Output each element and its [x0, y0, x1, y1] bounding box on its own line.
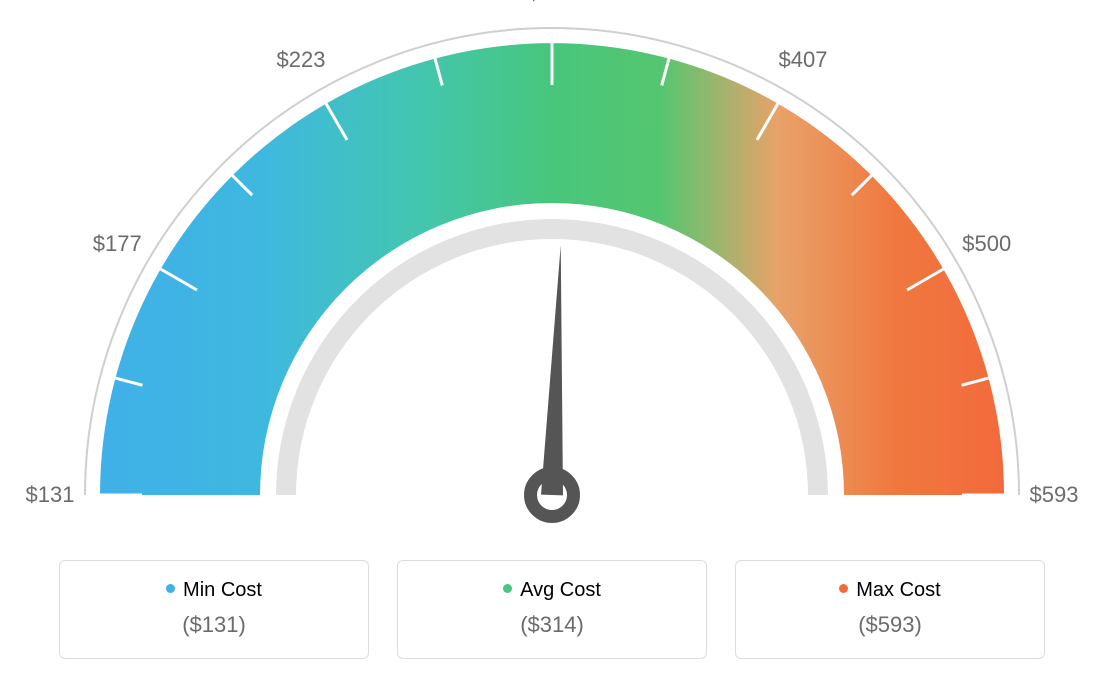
gauge-tick-label: $177 [93, 231, 142, 257]
legend-value-avg: ($314) [408, 612, 696, 638]
legend-value-max: ($593) [746, 612, 1034, 638]
legend-row: Min Cost ($131) Avg Cost ($314) Max Cost… [0, 560, 1104, 689]
gauge-tick-label: $593 [1030, 482, 1079, 508]
gauge-svg [0, 0, 1104, 560]
legend-title-avg: Avg Cost [408, 579, 696, 602]
legend-title-text: Min Cost [183, 579, 262, 601]
gauge-tick-label: $223 [277, 47, 326, 73]
legend-value-min: ($131) [70, 612, 358, 638]
legend-title-max: Max Cost [746, 579, 1034, 602]
dot-icon-min [166, 584, 175, 593]
legend-card-max: Max Cost ($593) [735, 560, 1045, 659]
dot-icon-max [839, 584, 848, 593]
cost-gauge: $131 $177 $223 $314 $407 $500 $593 [0, 0, 1104, 560]
legend-card-min: Min Cost ($131) [59, 560, 369, 659]
legend-title-text: Avg Cost [520, 579, 601, 601]
gauge-tick-label: $131 [26, 482, 75, 508]
legend-card-avg: Avg Cost ($314) [397, 560, 707, 659]
gauge-tick-label: $314 [528, 0, 577, 6]
legend-title-min: Min Cost [70, 579, 358, 602]
dot-icon-avg [503, 584, 512, 593]
gauge-tick-label: $407 [779, 47, 828, 73]
gauge-tick-label: $500 [962, 231, 1011, 257]
legend-title-text: Max Cost [856, 579, 940, 601]
